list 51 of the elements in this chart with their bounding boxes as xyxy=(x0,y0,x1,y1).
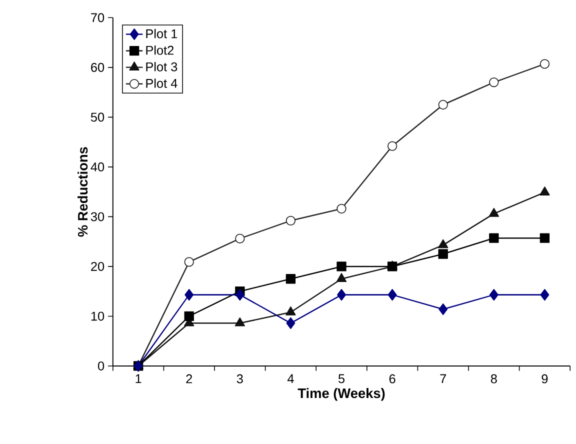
x-tick-label: 7 xyxy=(440,374,446,383)
point xyxy=(438,303,448,315)
point xyxy=(336,272,347,282)
y-tick-label: 20 xyxy=(91,262,104,271)
y-tick-label: 40 xyxy=(90,162,104,172)
point xyxy=(489,233,499,243)
point xyxy=(540,288,550,300)
point xyxy=(336,204,346,214)
x-tick-label: 2 xyxy=(186,374,192,383)
point xyxy=(489,288,498,300)
point xyxy=(286,317,296,329)
legend-label: Plot 1 xyxy=(146,28,178,38)
legend-label: Plot 4 xyxy=(146,78,178,88)
point xyxy=(438,248,448,259)
y-tick-label: 50 xyxy=(90,112,104,122)
point xyxy=(234,317,245,326)
y-tick-label: 30 xyxy=(90,212,104,221)
point xyxy=(184,256,194,267)
x-tick-label: 1 xyxy=(136,374,142,383)
point xyxy=(286,216,296,226)
x-tick-label: 5 xyxy=(338,374,345,383)
point xyxy=(286,274,296,284)
x-tick-label: 3 xyxy=(236,374,243,384)
point xyxy=(540,58,550,69)
y-tick-label: 0 xyxy=(98,361,104,370)
point xyxy=(540,233,550,243)
point xyxy=(336,261,346,272)
point xyxy=(488,208,500,217)
y-tick-label: 10 xyxy=(91,311,104,320)
point xyxy=(540,186,550,196)
y-tick-label: 60 xyxy=(91,62,104,72)
point xyxy=(489,77,499,87)
legend-label: Plot 3 xyxy=(146,62,178,72)
point xyxy=(184,311,194,321)
x-tick-label: 8 xyxy=(490,374,497,384)
point xyxy=(184,288,194,300)
y-tick-label: 70 xyxy=(91,12,104,22)
point xyxy=(387,140,398,151)
point xyxy=(438,239,448,248)
x-tick-label: 6 xyxy=(389,374,396,384)
x-tick-label: 4 xyxy=(287,374,294,383)
point xyxy=(337,288,346,300)
legend-label: Plot2 xyxy=(146,45,174,55)
point xyxy=(438,100,448,110)
point xyxy=(388,288,397,300)
x-axis-title: Time (Weeks) xyxy=(298,388,385,401)
point xyxy=(286,306,296,316)
point xyxy=(235,288,244,300)
y-axis-title: % Reductions xyxy=(78,146,88,236)
x-tick-label: 9 xyxy=(542,374,548,384)
point xyxy=(235,234,245,244)
